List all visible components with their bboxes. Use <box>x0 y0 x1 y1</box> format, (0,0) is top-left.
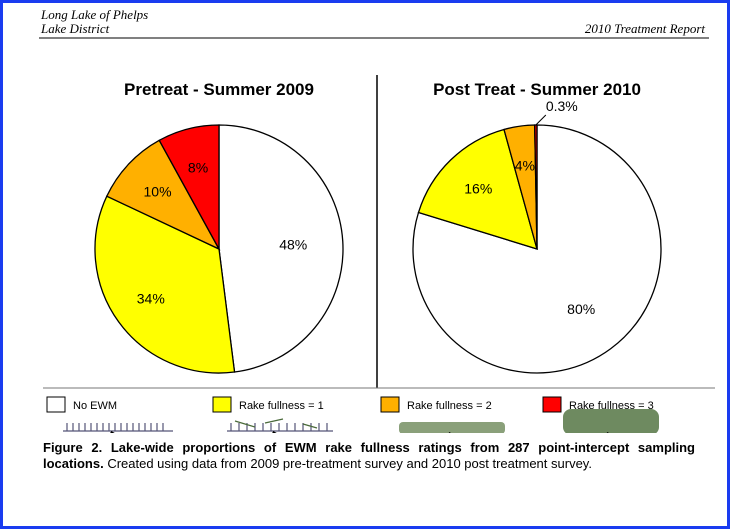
legend-label: Rake fullness = 2 <box>407 400 492 412</box>
header-left: Long Lake of Phelps <box>41 7 149 22</box>
header-left: Lake District <box>41 21 110 36</box>
pie-slice <box>105 139 221 251</box>
legend-swatch <box>212 396 232 413</box>
caption: Figure 2. Lake-wide proportions of EWM r… <box>43 440 695 472</box>
legend-swatch <box>380 396 400 413</box>
chart-title: Pretreat - Summer 2009 <box>124 80 314 99</box>
legend-swatch <box>542 396 562 413</box>
legend-label: Rake fullness = 3 <box>569 400 654 412</box>
legend-swatch <box>46 396 66 413</box>
value-label: 4% <box>515 158 535 174</box>
rake-icon <box>227 418 333 433</box>
chart-title: Post Treat - Summer 2010 <box>433 80 641 99</box>
caption-bold: Figure 2. Lake-wide proportions of EWM r… <box>43 440 695 471</box>
header-right: 2010 Treatment Report <box>584 21 705 36</box>
caption-text: Created using data from 2009 pre-treatme… <box>107 456 592 471</box>
legend-label: No EWM <box>73 400 117 412</box>
value-label: 48% <box>279 236 307 252</box>
pie-slice <box>158 124 220 250</box>
pie-slice <box>417 128 538 250</box>
legend-label: Rake fullness = 1 <box>239 400 324 412</box>
leader-line <box>535 114 547 126</box>
figure: Pretreat - Summer 2009 48% 34% 10% 8% Post Tr… <box>39 37 715 433</box>
value-label: 10% <box>144 183 172 199</box>
value-label: 16% <box>464 180 492 196</box>
rake-icon <box>399 422 505 433</box>
value-label: 0.3% <box>546 98 578 114</box>
rake-icon <box>563 409 659 433</box>
value-label: 80% <box>567 301 595 317</box>
value-label: 34% <box>137 291 165 307</box>
pie-slice <box>218 124 344 373</box>
value-label: 8% <box>188 159 208 175</box>
rake-icon <box>63 423 173 433</box>
